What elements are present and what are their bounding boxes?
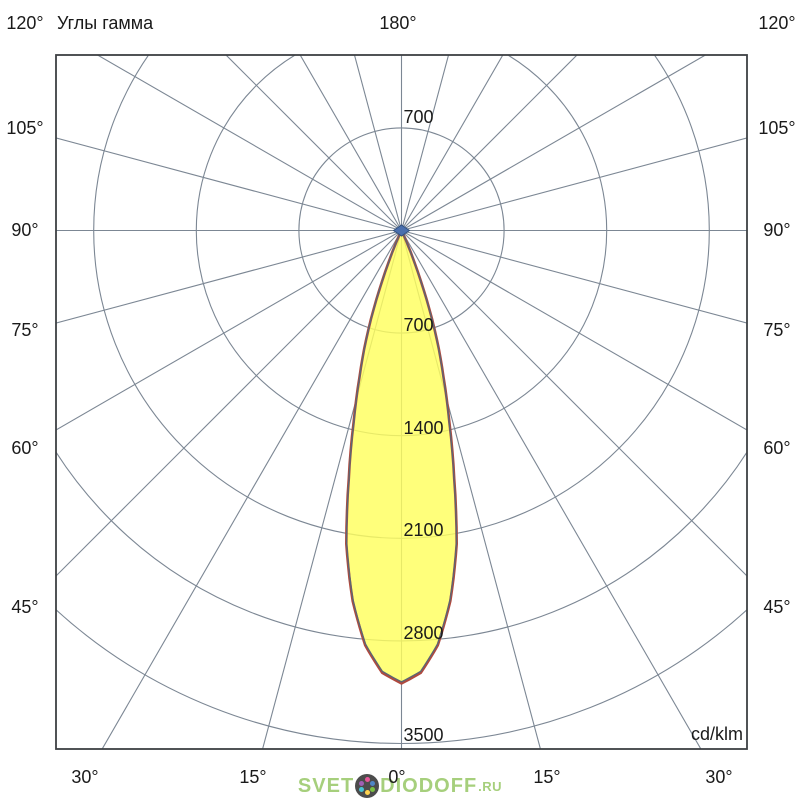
watermark-aperture-logo-icon — [355, 774, 380, 798]
gamma-tick-top-180: 180° — [379, 13, 416, 33]
ring-label-2100: 2100 — [404, 520, 444, 540]
ring-label-2800: 2800 — [404, 623, 444, 643]
grid-ray-45deg — [401, 230, 747, 577]
intensity-lobe-fill — [346, 230, 457, 684]
gamma-tick-right-3: 75° — [763, 320, 790, 340]
chart-title: Углы гамма — [57, 13, 154, 33]
logo-dot-cyan — [359, 786, 365, 792]
gamma-tick-bottom-2: 0° — [388, 767, 405, 787]
ring-label-3500: 3500 — [404, 725, 444, 745]
grid-ray-225deg — [225, 55, 402, 231]
grid-ray-120deg — [401, 55, 707, 231]
intensity-lobe-outline-c90 — [345, 228, 458, 683]
grid-ray-150deg — [401, 55, 504, 231]
gamma-tick-bottom-4: 30° — [705, 767, 732, 787]
gamma-tick-left-0: 120° — [6, 13, 43, 33]
grid-ray-30deg — [401, 230, 702, 749]
gamma-tick-right-5: 45° — [763, 597, 790, 617]
ring-label-1400: 1400 — [404, 418, 444, 438]
gamma-tick-right-4: 60° — [763, 438, 790, 458]
grid-ray-195deg — [353, 55, 403, 231]
logo-dot-pink — [364, 777, 370, 783]
gamma-tick-right-2: 90° — [763, 220, 790, 240]
gamma-tick-right-0: 120° — [758, 13, 795, 33]
grid-ray-165deg — [400, 55, 450, 231]
logo-dot-purple — [359, 780, 365, 786]
logo-dot-green — [370, 786, 376, 792]
watermark: SVET DIODOFF .RU — [0, 772, 800, 800]
gamma-tick-left-4: 60° — [11, 438, 38, 458]
grid-ray-300deg — [56, 230, 402, 431]
gamma-tick-left-2: 90° — [11, 220, 38, 240]
chart-frame — [55, 54, 748, 750]
unit-label: cd/klm — [691, 724, 743, 744]
watermark-text-ru: .RU — [478, 778, 503, 794]
grid-ray-330deg — [101, 230, 402, 749]
grid-ray-75deg — [401, 229, 747, 324]
grid-ray-105deg — [401, 137, 747, 232]
grid-ray-135deg — [401, 55, 578, 231]
ring-label-top-700: 700 — [404, 107, 434, 127]
gamma-tick-left-5: 45° — [11, 597, 38, 617]
gamma-tick-bottom-1: 15° — [239, 767, 266, 787]
watermark-text-svet: SVET — [297, 775, 355, 797]
gamma-tick-left-1: 105° — [6, 118, 43, 138]
watermark-text-diodoff: DIODOFF — [380, 775, 478, 797]
grid-ray-315deg — [56, 230, 402, 577]
logo-dot-blue — [370, 780, 376, 786]
logo-dot-yellow — [364, 789, 370, 795]
grid-ray-210deg — [299, 55, 402, 231]
ring-label-700: 700 — [404, 315, 434, 335]
grid-ray-60deg — [401, 230, 747, 431]
gamma-tick-bottom-3: 15° — [533, 767, 560, 787]
gamma-tick-right-1: 105° — [758, 118, 795, 138]
luminaire-center-marker — [392, 224, 411, 237]
grid-ray-285deg — [56, 229, 402, 324]
grid-ray-240deg — [96, 55, 402, 231]
gamma-tick-left-3: 75° — [11, 320, 38, 340]
grid-ray-255deg — [56, 137, 402, 232]
gamma-tick-bottom-0: 30° — [71, 767, 98, 787]
